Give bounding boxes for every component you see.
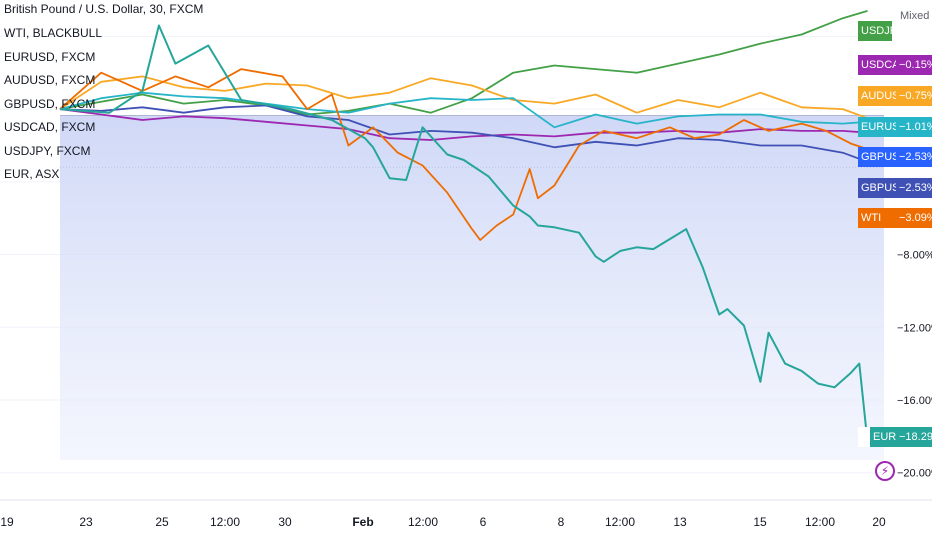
chart-title[interactable]: British Pound / U.S. Dollar, 30, FXCM (4, 2, 204, 16)
price-badge-audusd[interactable]: AUDUSD−0.75% (858, 86, 932, 106)
x-tick-label: 8 (558, 515, 565, 529)
legend-item-audusd[interactable]: AUDUSD, FXCM (4, 73, 96, 87)
x-tick-label: 25 (155, 515, 169, 529)
x-tick-label: 15 (753, 515, 767, 529)
badge-percent: −1.01% (896, 117, 932, 137)
price-badge-wti[interactable]: WTI−3.09% (858, 208, 932, 228)
x-tick-label: 19 (0, 515, 14, 529)
badge-percent: −3.09% (896, 208, 932, 228)
price-badge-eurusd[interactable]: EURUSD−1.01% (858, 117, 932, 137)
x-tick-label: 20 (872, 515, 886, 529)
badge-symbol: USDCAD (858, 55, 907, 75)
series-line-usdcad (59, 108, 868, 141)
legend-item-wti[interactable]: WTI, BLACKBULL (4, 26, 103, 40)
series-line-eur (59, 24, 869, 442)
x-tick-label: 13 (673, 515, 687, 529)
badge-symbol: AUDUSD (858, 86, 907, 106)
price-badge-usdcad[interactable]: USDCAD−0.15% (858, 55, 932, 75)
legend-item-usdcad[interactable]: USDCAD, FXCM (4, 120, 96, 134)
badge-symbol: WTI (858, 208, 896, 228)
badge-percent: −18.29% (896, 427, 932, 447)
x-tick-label: 12:00 (408, 515, 438, 529)
price-badge-usdjpy[interactable]: USDJPY (858, 21, 930, 41)
x-tick-label: 12:00 (210, 515, 240, 529)
x-tick-label: 6 (480, 515, 487, 529)
x-tick-label: 12:00 (805, 515, 835, 529)
series-line-usdjpy (59, 10, 868, 116)
lightning-icon[interactable]: ⚡ (875, 461, 895, 481)
legend: WTI, BLACKBULL EURUSD, FXCM AUDUSD, FXCM… (4, 22, 204, 187)
x-tick-label: 12:00 (605, 515, 635, 529)
x-tick-label: 30 (278, 515, 292, 529)
badge-symbol: USDJPY (858, 21, 904, 41)
series-line-wti (59, 68, 868, 241)
y-tick-label: −12.00% (897, 322, 932, 334)
y-tick-label: −16.00% (897, 395, 932, 407)
price-badge-eur[interactable]: EUR−18.29% (858, 427, 932, 447)
price-badge-gbpusd[interactable]: GBPUSD−2.53% (858, 147, 932, 167)
badge-symbol: GBPUSD (858, 178, 907, 198)
badge-percent: −2.53% (896, 147, 932, 167)
badge-symbol: EUR (870, 427, 896, 447)
area-fill (60, 115, 884, 461)
legend-item-gbpusd[interactable]: GBPUSD, FXCM (4, 96, 96, 111)
series-line-gbpusd (59, 104, 868, 163)
x-tick-label: Feb (352, 515, 373, 529)
y-tick-label: −8.00% (897, 250, 932, 262)
badge-percent: −0.15% (896, 55, 932, 75)
badge-percent: −2.53% (896, 178, 932, 198)
badge-percent: −0.75% (896, 86, 932, 106)
badge-symbol: EURUSD (858, 117, 907, 137)
y-tick-label: −20.00% (897, 468, 932, 480)
legend-item-eur[interactable]: EUR, ASX (4, 167, 60, 181)
x-tick-label: 23 (79, 515, 93, 529)
legend-item-eurusd[interactable]: EURUSD, FXCM (4, 49, 96, 64)
series-line-eurusd (59, 91, 868, 129)
series-line-audusd (59, 75, 868, 120)
badge-symbol: GBPUSD (858, 147, 907, 167)
axis-mode-label[interactable]: Mixed (900, 10, 930, 22)
legend-item-usdjpy[interactable]: USDJPY, FXCM (4, 143, 91, 158)
price-badge-gbpusd[interactable]: GBPUSD−2.53% (858, 178, 932, 198)
